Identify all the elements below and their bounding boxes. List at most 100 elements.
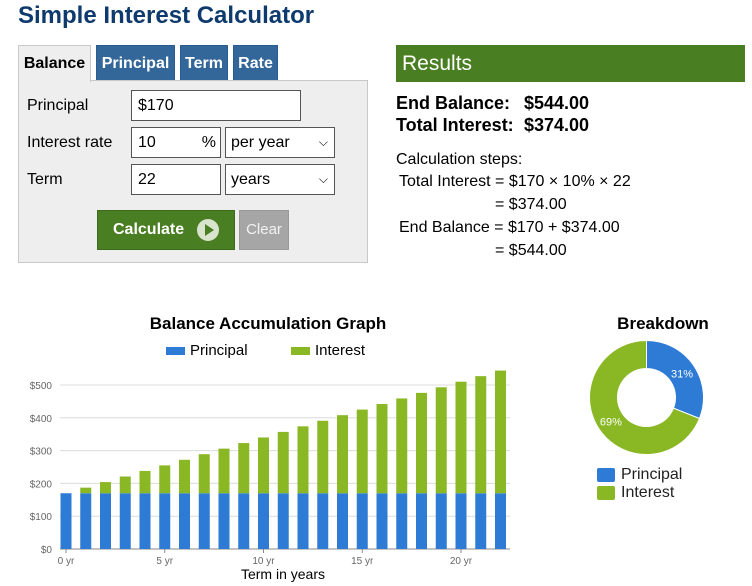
step-end-balance: End Balance = $170 + $374.00 [399, 219, 620, 236]
bar-principal [277, 493, 289, 549]
bar-principal [495, 493, 506, 549]
principal-label: Principal [27, 97, 89, 114]
donut-legend-interest-swatch [597, 486, 615, 500]
bar-principal [80, 493, 92, 549]
bar-principal [198, 493, 210, 549]
chevron-down-icon: ⌵ [318, 135, 328, 149]
x-tick-label: 0 yr [58, 556, 75, 567]
term-unit-value: years [231, 171, 271, 188]
bar-interest [416, 392, 427, 494]
x-axis-title: Term in years [241, 566, 325, 582]
bar-interest [238, 443, 250, 494]
bar-interest [317, 420, 329, 494]
bar-interest [495, 370, 506, 494]
bar-interest [297, 426, 309, 494]
bar-principal [218, 493, 230, 549]
bar-principal [60, 493, 72, 549]
interest-rate-label: Interest rate [27, 134, 113, 151]
bar-interest [475, 376, 487, 494]
end-balance-label: End Balance: [396, 93, 511, 113]
calculate-label: Calculate [113, 221, 185, 238]
x-tick-label: 10 yr [252, 556, 275, 567]
calculate-button[interactable]: Calculate [97, 210, 235, 250]
bar-principal [258, 493, 269, 549]
y-tick-label: $400 [30, 414, 53, 425]
steps-title: Calculation steps: [396, 151, 523, 168]
bar-interest [337, 415, 348, 494]
bar-interest [376, 404, 388, 494]
donut-chart-title: Breakdown [617, 314, 709, 333]
bar-principal [376, 493, 388, 549]
bar-interest [179, 459, 190, 494]
rate-period-select[interactable]: per year ⌵ [225, 127, 335, 158]
rate-period-value: per year [231, 134, 290, 151]
step-end-balance-result: = $544.00 [495, 242, 567, 259]
clear-button[interactable]: Clear [239, 210, 289, 250]
chevron-down-icon: ⌵ [318, 172, 328, 186]
bar-principal [159, 493, 171, 549]
bar-principal [435, 493, 447, 549]
donut-legend-principal-label: Principal [621, 466, 683, 483]
bar-principal [297, 493, 309, 549]
interest-rate-value: 10 [138, 134, 156, 151]
bar-interest [159, 465, 171, 494]
y-tick-label: $500 [30, 381, 53, 392]
tab-balance[interactable]: Balance [18, 45, 91, 82]
donut-slice-interest [589, 339, 701, 455]
bar-principal [396, 493, 408, 549]
y-tick-label: $300 [30, 447, 53, 458]
x-tick-label: 15 yr [351, 556, 374, 567]
term-input[interactable]: 22 [131, 164, 221, 195]
donut-label-interest: 69% [600, 417, 622, 429]
y-tick-label: $200 [30, 479, 53, 490]
bar-interest [198, 454, 210, 494]
bar-interest [139, 470, 151, 494]
results-header: Results [396, 45, 745, 82]
bar-principal [337, 493, 348, 549]
legend-interest-swatch [291, 347, 310, 355]
bar-principal [475, 493, 487, 549]
breakdown-donut-chart: 31% 69% [589, 339, 704, 455]
legend-principal-swatch [166, 347, 185, 355]
total-interest-label: Total Interest: [396, 115, 514, 135]
bar-principal [238, 493, 250, 549]
step-total-interest-result: = $374.00 [495, 196, 567, 213]
bar-interest [258, 437, 269, 494]
bar-principal [100, 493, 111, 549]
bar-interest [80, 487, 92, 494]
principal-input[interactable]: $170 [131, 90, 301, 121]
page-title: Simple Interest Calculator [18, 2, 315, 29]
bar-principal [416, 493, 427, 549]
bar-interest [455, 381, 467, 494]
donut-legend-principal-swatch [597, 468, 615, 482]
balance-bar-chart: $0 $100 $200 $300 $400 $500 0 yr 5 yr 10 yr 15 yr… [30, 370, 510, 582]
bar-principal [179, 493, 190, 549]
bar-interest [100, 482, 111, 494]
x-tick-label: 20 yr [450, 556, 473, 567]
bar-principal [119, 493, 131, 549]
bar-interest [218, 448, 230, 494]
legend-principal-label: Principal [190, 342, 248, 359]
bar-interest [119, 476, 131, 494]
legend-interest-label: Interest [315, 342, 366, 359]
bar-interest [435, 387, 447, 494]
donut-legend-interest-label: Interest [621, 484, 675, 501]
bar-chart-title: Balance Accumulation Graph [149, 314, 387, 333]
bar-interest [277, 431, 289, 494]
percent-sign: % [201, 134, 216, 151]
term-label: Term [27, 171, 63, 188]
total-interest-value: $374.00 [524, 115, 590, 135]
tab-rate[interactable]: Rate [233, 45, 278, 81]
tab-principal[interactable]: Principal [96, 45, 175, 81]
tab-term[interactable]: Term [180, 45, 228, 81]
bar-interest [396, 398, 408, 494]
end-balance-value: $544.00 [524, 93, 590, 113]
play-icon [197, 219, 219, 241]
bar-principal [139, 493, 151, 549]
bar-principal [317, 493, 329, 549]
term-unit-select[interactable]: years ⌵ [225, 164, 335, 195]
donut-label-principal: 31% [671, 368, 693, 380]
interest-rate-input[interactable]: 10 % [131, 127, 221, 158]
y-tick-label: $0 [41, 545, 53, 556]
step-total-interest: Total Interest = $170 × 10% × 22 [399, 173, 631, 190]
